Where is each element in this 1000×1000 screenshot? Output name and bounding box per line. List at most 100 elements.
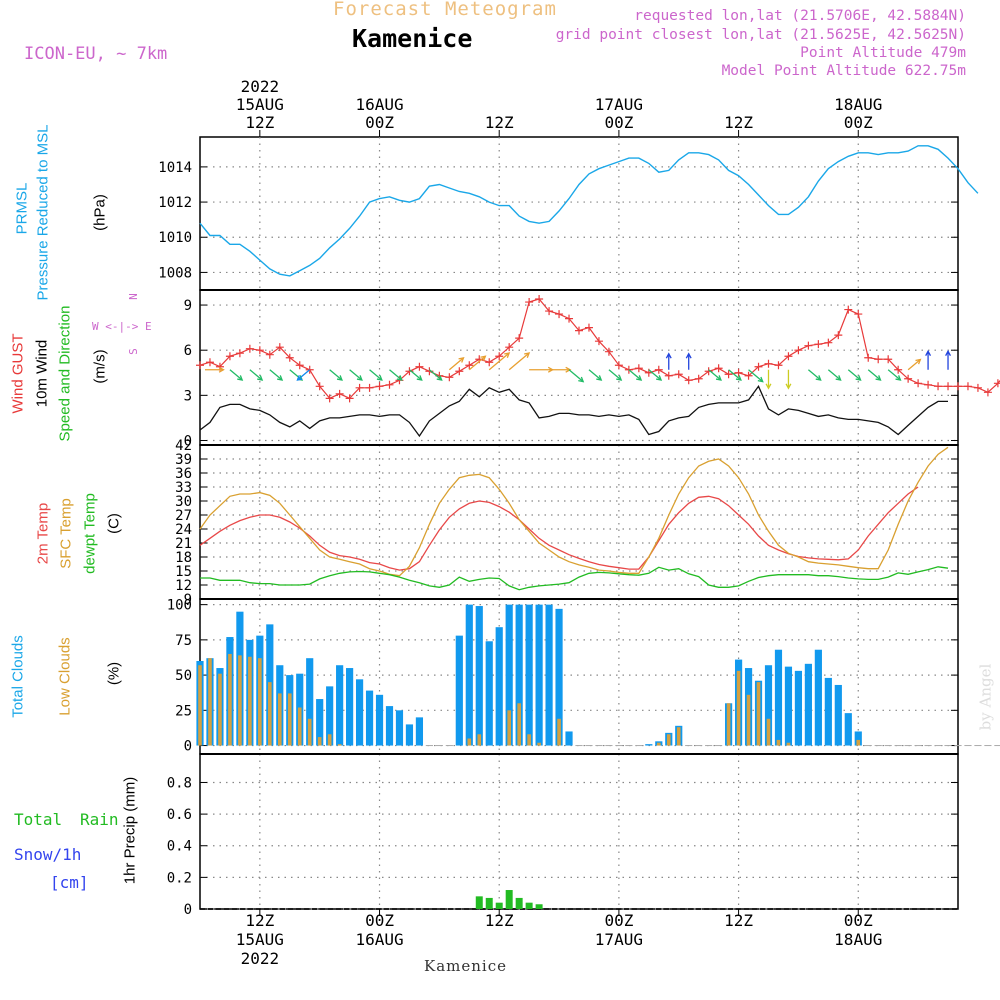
gust-marker bbox=[844, 305, 853, 314]
precip-rain-label: Rain bbox=[80, 810, 119, 829]
wind-arrow-head bbox=[656, 375, 663, 381]
ytick-label: 42 bbox=[175, 438, 192, 454]
gust-marker bbox=[664, 371, 673, 380]
wind-arrow-head bbox=[735, 375, 742, 381]
low-cloud-bar bbox=[248, 656, 252, 746]
low-cloud-bar bbox=[228, 653, 232, 746]
low-cloud-bar bbox=[766, 718, 771, 746]
gust-marker bbox=[205, 358, 214, 367]
footer-location: Kamenice bbox=[424, 957, 507, 975]
total-cloud-bar bbox=[455, 635, 463, 746]
gust-marker bbox=[944, 382, 953, 391]
xtick-year-bottom: 2022 bbox=[241, 949, 280, 968]
pressure-line bbox=[199, 145, 979, 277]
gust-marker bbox=[255, 346, 264, 355]
wind-direction-arrow bbox=[488, 352, 510, 371]
gust-marker bbox=[235, 349, 244, 358]
xtick-label-bottom: 12Z bbox=[724, 911, 753, 930]
gust-marker bbox=[874, 355, 883, 364]
ytick-label: 0 bbox=[184, 902, 192, 918]
ytick-label: 100 bbox=[167, 598, 192, 614]
ytick-label: 1012 bbox=[158, 195, 192, 211]
low-cloud-bar bbox=[666, 734, 671, 746]
gust-marker bbox=[355, 383, 364, 392]
gust-line bbox=[199, 298, 1000, 400]
xtick-date-bottom: 16AUG bbox=[355, 930, 403, 949]
wind-arrow-head bbox=[785, 383, 792, 390]
gust-marker bbox=[245, 344, 254, 353]
total-cloud-bar bbox=[844, 713, 852, 746]
gust-marker bbox=[714, 364, 723, 373]
ytick-label: 0.8 bbox=[167, 775, 192, 791]
low-cloud-bar bbox=[676, 727, 681, 746]
gust-marker bbox=[535, 295, 544, 304]
gust-marker bbox=[954, 382, 962, 391]
xtick-label-bottom: 12Z bbox=[485, 911, 514, 930]
gust-marker bbox=[804, 341, 813, 350]
wind-arrow-head bbox=[616, 375, 623, 381]
low-cloud-bar bbox=[537, 742, 541, 746]
low-cloud-bar bbox=[477, 734, 482, 746]
ytick-label: 50 bbox=[175, 668, 192, 684]
gust-marker bbox=[904, 374, 913, 383]
wind-arrow-head bbox=[665, 352, 672, 359]
low-cloud-bar bbox=[557, 718, 561, 746]
wind-arrow-head bbox=[915, 358, 922, 365]
gust-marker bbox=[225, 352, 234, 361]
low-cloud-bar bbox=[238, 655, 242, 746]
gust-marker bbox=[973, 383, 982, 392]
total-cloud-bar bbox=[405, 724, 414, 746]
wind-arrow-head bbox=[945, 349, 951, 356]
total-cloud-bar bbox=[515, 604, 523, 746]
panel-frame-3 bbox=[199, 444, 959, 600]
ytick-label: 33 bbox=[175, 480, 192, 496]
precip-cm-label: [cm] bbox=[50, 873, 89, 892]
rain-bar bbox=[525, 902, 533, 909]
ytick-label: 0.6 bbox=[167, 807, 192, 823]
gust-marker bbox=[614, 361, 623, 370]
xtick-label-top: 00Z bbox=[365, 113, 394, 132]
gust-marker bbox=[814, 340, 823, 349]
gust-marker bbox=[744, 371, 753, 380]
wind-direction-arrow bbox=[807, 369, 822, 381]
wind-arrow-head bbox=[715, 375, 722, 381]
gust-marker bbox=[545, 307, 554, 316]
panel-frame-2 bbox=[199, 289, 959, 446]
wind-arrow-head bbox=[504, 352, 511, 358]
total-cloud-bar bbox=[545, 604, 553, 746]
wind-arrow-head bbox=[855, 375, 862, 381]
total-cloud-bar bbox=[495, 627, 503, 746]
gust-marker bbox=[684, 376, 693, 385]
xtick-year-top: 2022 bbox=[241, 77, 280, 96]
total-cloud-bar bbox=[395, 710, 404, 746]
xtick-date-top: 16AUG bbox=[355, 95, 403, 114]
total-cloud-bar bbox=[326, 686, 334, 746]
total-cloud-bar bbox=[535, 604, 543, 746]
ytick-label: 1014 bbox=[158, 160, 192, 176]
dewpt-line bbox=[200, 566, 949, 591]
gust-marker bbox=[794, 346, 803, 355]
total-cloud-bar bbox=[764, 665, 773, 746]
wind-direction-arrow bbox=[827, 369, 842, 381]
wind-arrow-head bbox=[277, 375, 284, 381]
ytick-label: 39 bbox=[175, 452, 192, 468]
xtick-date-bottom: 18AUG bbox=[834, 930, 882, 949]
total-cloud-bar bbox=[814, 649, 822, 746]
wind-arrow-head bbox=[578, 376, 585, 383]
ytick-label: 12 bbox=[175, 578, 192, 594]
xtick-date-bottom: 15AUG bbox=[236, 930, 284, 949]
gust-marker bbox=[734, 368, 743, 377]
ytick-label: 25 bbox=[175, 703, 192, 719]
wind-direction-arrow bbox=[867, 369, 881, 381]
gust-marker bbox=[983, 388, 992, 397]
gust-marker bbox=[465, 361, 474, 370]
total-cloud-bar bbox=[316, 699, 324, 746]
wind-arrow-head bbox=[336, 375, 343, 381]
gust-marker bbox=[375, 382, 384, 391]
precip-snow-label: Snow/1h bbox=[14, 845, 82, 864]
wind-arrow-head bbox=[296, 375, 303, 381]
rain-bar bbox=[475, 896, 483, 909]
gust-marker bbox=[634, 364, 643, 373]
xtick-label-bottom: 00Z bbox=[365, 911, 394, 930]
xtick-date-top: 15AUG bbox=[236, 95, 284, 114]
